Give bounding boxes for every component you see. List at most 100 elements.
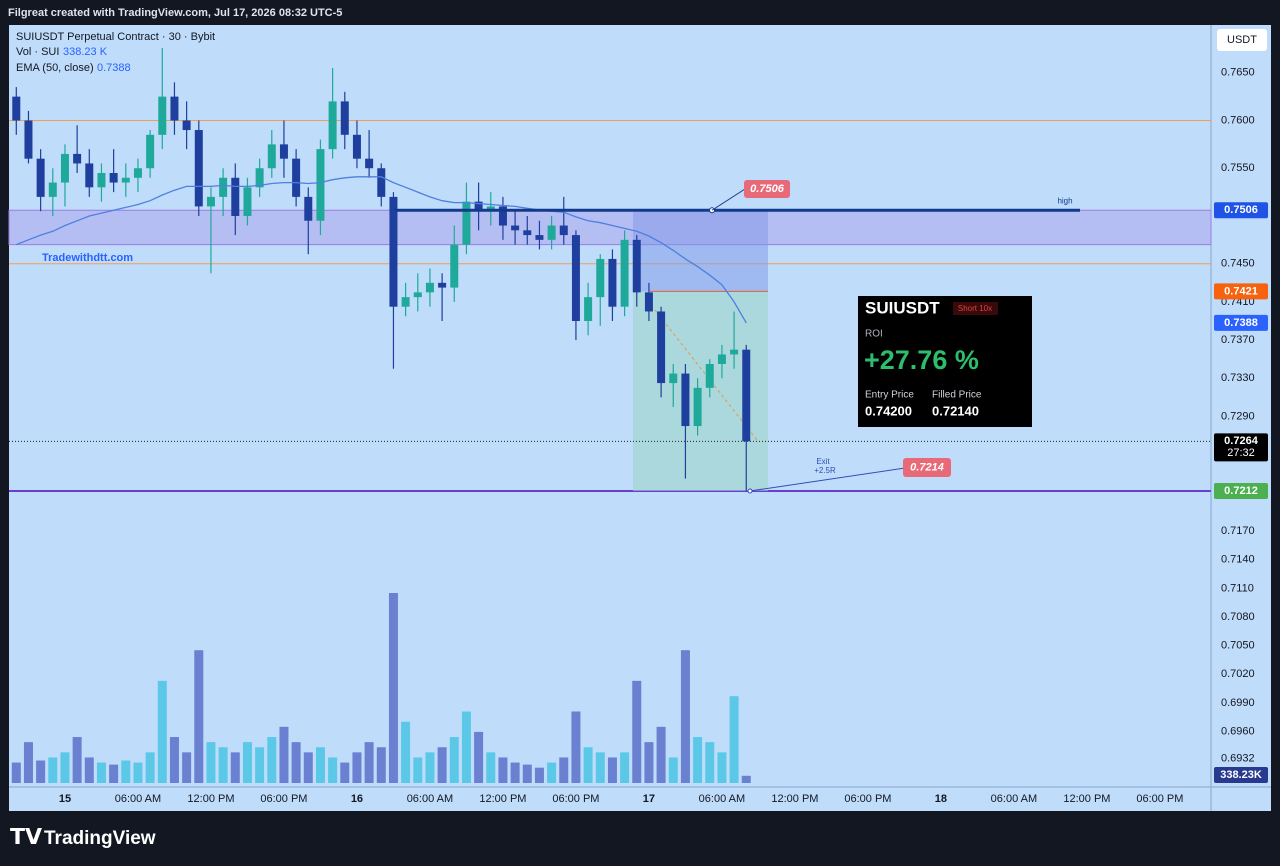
candle-body (523, 230, 532, 236)
volume-bar (680, 650, 690, 783)
volume-bar (182, 752, 192, 783)
candle-body (632, 239, 641, 293)
card-badge: Short 10x (958, 304, 992, 313)
volume-bar (656, 726, 666, 783)
candle-body (158, 96, 167, 135)
volume-bar (498, 757, 508, 783)
y-tick-label: 0.7330 (1221, 372, 1255, 384)
y-tick-label: 0.7020 (1221, 668, 1255, 680)
candle-body (413, 292, 422, 298)
x-tick-label: 06:00 AM (991, 793, 1037, 805)
zone (8, 209, 1212, 246)
top-bar: Filgreat created with TradingView.com, J… (8, 7, 342, 19)
x-tick-label: 12:00 PM (1063, 793, 1110, 805)
y-tick-label: 0.7110 (1221, 582, 1254, 594)
volume-bar (133, 762, 143, 783)
volume-bar (607, 757, 617, 783)
candle-body (669, 373, 678, 384)
candle-body (401, 297, 410, 307)
time-axis (9, 787, 1271, 811)
y-tick-label: 0.7650 (1221, 67, 1255, 79)
volume-bar (717, 752, 727, 783)
price-badge (1214, 314, 1268, 331)
price-badge-text: 0.7388 (1224, 317, 1258, 329)
candle-body (243, 187, 252, 216)
currency[interactable]: USDT (1227, 34, 1257, 46)
volume-bar (48, 757, 58, 783)
price-badge (1214, 433, 1268, 462)
candle-body (328, 101, 337, 150)
position-card: SUIUSDT Short 10x ROI +27.76 % Entry Pri… (858, 296, 1032, 427)
candle-body (219, 177, 228, 197)
volume-bar (96, 762, 106, 783)
logo-mark: 𝗧𝗩 (10, 824, 42, 849)
card-entry-label: Entry Price (865, 390, 914, 401)
volume-bar (267, 737, 277, 783)
volume-bar (328, 757, 338, 783)
volume-bar (279, 726, 289, 783)
x-tick-label: 12:00 PM (187, 793, 234, 805)
volume-bar (388, 593, 398, 783)
candle-body (389, 196, 398, 307)
volume-bar (474, 731, 484, 783)
y-tick-label: 0.7600 (1221, 114, 1255, 126)
volume-bar (461, 711, 471, 783)
candle-body (693, 387, 702, 427)
volume-bar (449, 737, 459, 783)
card-entry: 0.74200 (865, 403, 912, 418)
candle-body (267, 144, 276, 169)
volume-bar (72, 737, 82, 783)
volume-bar (291, 742, 301, 783)
y-tick-label: 0.7170 (1221, 525, 1255, 537)
legend-ema: EMA (50, close) (16, 62, 94, 74)
candle-body (279, 144, 288, 159)
candle-body (133, 168, 142, 178)
candle-body (365, 158, 374, 169)
currency-button[interactable] (1217, 29, 1267, 51)
candle-body (60, 153, 69, 183)
exit-bg (903, 458, 951, 477)
y-tick-label: 0.7290 (1221, 410, 1255, 422)
volume-bar (547, 762, 557, 783)
volume-bar (668, 757, 678, 783)
candle-body (535, 235, 544, 240)
volume-badge (1214, 767, 1268, 783)
card-symbol: SUIUSDT (865, 298, 940, 317)
exit-label: Exit (816, 457, 830, 466)
volume-bar (571, 711, 581, 783)
high-label: high (1057, 196, 1072, 205)
volume-bar (84, 757, 94, 783)
price-badge (1214, 283, 1268, 300)
callout-text: 0.7506 (750, 183, 785, 195)
candle-body (121, 177, 130, 183)
volume-bar (632, 680, 642, 783)
candle-body (644, 292, 653, 312)
x-tick-label: 06:00 PM (260, 793, 307, 805)
volume-bar (522, 764, 532, 783)
legend-vol: Vol · SUI (16, 46, 59, 58)
chart: high 0.7506 Exit+2.5R 0.7214 15 06:00 AM 12:00… (8, 47, 1268, 805)
candle-body (73, 153, 82, 164)
volume-bar (437, 747, 447, 783)
x-tick-label: 06:00 AM (699, 793, 745, 805)
card-roi: +27.76 % (864, 345, 979, 375)
legend-title: SUIUSDT Perpetual Contract · 30 · Bybit (16, 31, 215, 43)
candle-body (109, 173, 118, 183)
candle-body (511, 225, 520, 231)
candle-body (450, 244, 459, 288)
candle-body (559, 225, 568, 236)
candle-body (340, 101, 349, 135)
logo: TradingView (44, 828, 156, 849)
candle-body (425, 282, 434, 293)
volume-bar (121, 760, 131, 783)
candle-body (462, 201, 471, 245)
candle-body (438, 282, 447, 288)
candle-body (48, 182, 57, 197)
volume-bar (510, 762, 520, 783)
volume-bar (534, 767, 544, 783)
exit-value: 0.7214 (910, 461, 944, 473)
stop-zone (633, 210, 768, 292)
volume-bar (559, 757, 569, 783)
volume-bar (194, 650, 204, 783)
